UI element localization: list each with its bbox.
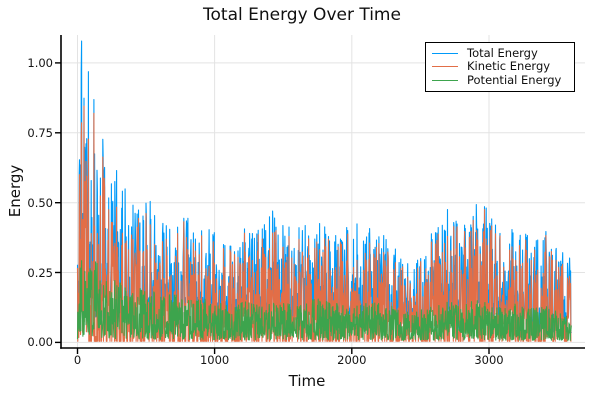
legend-line-swatch xyxy=(432,79,458,81)
y-axis-label: Energy xyxy=(6,164,24,218)
x-tick-label: 0 xyxy=(73,353,82,367)
legend-item-0: Total Energy xyxy=(432,47,570,60)
legend-line-swatch xyxy=(432,53,458,55)
legend-item-2: Potential Energy xyxy=(432,72,570,87)
legend-label: Kinetic Energy xyxy=(467,59,551,74)
y-tick-label: 0.00 xyxy=(27,335,53,350)
y-tick-label: 0.50 xyxy=(27,195,53,210)
legend: Total Energy Kinetic Energy Potential Ener… xyxy=(425,42,575,92)
y-tick-label: 0.25 xyxy=(27,265,53,280)
x-axis-label: Time xyxy=(288,372,326,390)
series-potential-energy xyxy=(76,260,572,342)
legend-line-swatch xyxy=(432,66,458,68)
legend-label: Total Energy xyxy=(467,46,538,61)
legend-item-1: Kinetic Energy xyxy=(432,60,570,73)
x-tick-label: 2000 xyxy=(337,353,367,367)
x-tick-label: 1000 xyxy=(199,353,230,367)
x-tick-label: 3000 xyxy=(474,353,504,367)
y-tick-label: 1.00 xyxy=(27,55,53,70)
legend-label: Potential Energy xyxy=(467,72,562,87)
chart-title: Total Energy Over Time xyxy=(203,5,401,25)
y-tick-label: 0.75 xyxy=(27,125,53,140)
